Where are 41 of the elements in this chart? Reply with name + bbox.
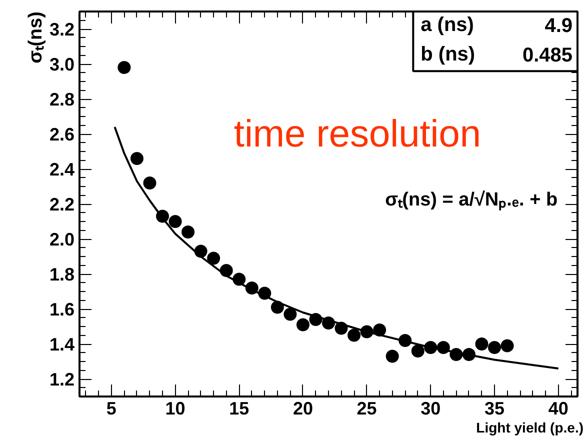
y-tick-label: 2.0: [49, 230, 75, 250]
point: [386, 350, 399, 363]
annotation: 0.485: [522, 44, 573, 67]
point: [488, 341, 501, 354]
point: [130, 152, 144, 165]
annotation: a (ns): [420, 14, 474, 36]
y-tick-label: 1.2: [49, 370, 75, 390]
annotation: σₜ(ns) = a/√Nₚ.ₑ. + b: [385, 190, 558, 211]
x-tick-label: 35: [484, 398, 505, 418]
x-tick-label: 5: [106, 398, 116, 418]
x-tick-label: 10: [165, 398, 186, 418]
point: [168, 215, 182, 228]
y-tick-label: 2.2: [49, 194, 75, 214]
point: [182, 226, 195, 238]
x-tick-label: 25: [356, 398, 377, 418]
x-tick-label: 30: [420, 398, 441, 418]
y-tick-label: 1.8: [49, 264, 75, 284]
annotation: 4.9: [544, 14, 573, 37]
point: [284, 308, 297, 321]
x-tick-label: 20: [292, 398, 313, 418]
point: [207, 252, 220, 265]
point: [118, 61, 131, 74]
x-axis-title: Light yield (p.e.): [476, 420, 584, 436]
point: [500, 339, 514, 352]
point: [296, 318, 310, 332]
annotation: time resolution: [234, 114, 482, 156]
y-tick-label: 2.8: [49, 90, 75, 110]
y-axis-title: σₜ(ns): [26, 11, 46, 64]
x-tick-label: 40: [548, 398, 568, 418]
y-tick-label: 3.0: [49, 54, 75, 74]
y-tick-label: 1.6: [49, 300, 75, 320]
y-tick-label: 1.4: [49, 334, 75, 354]
point: [143, 176, 156, 190]
point: [348, 328, 361, 342]
point: [411, 344, 424, 358]
y-tick-label: 3.2: [49, 20, 75, 40]
y-tick-label: 2.4: [49, 160, 75, 180]
x-tick-label: 15: [229, 398, 250, 418]
annotation: b (ns): [420, 44, 476, 66]
y-tick-label: 2.6: [49, 124, 75, 144]
point: [475, 338, 488, 350]
